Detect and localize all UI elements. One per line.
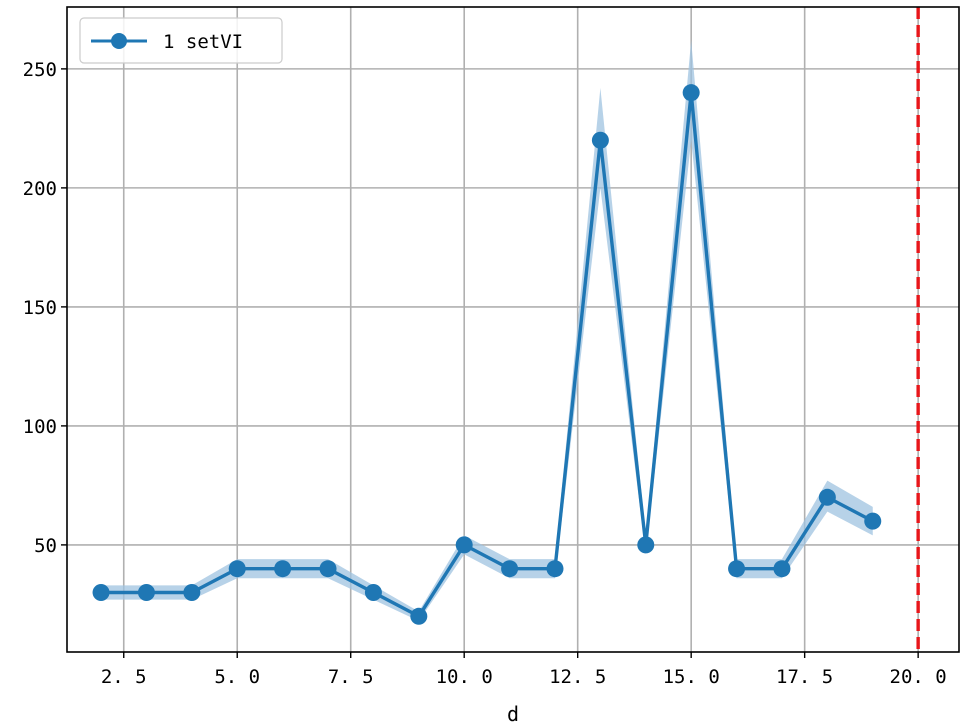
x-tick-label: 2. 5 <box>101 666 147 688</box>
x-tick-label: 12. 5 <box>549 666 606 688</box>
y-tick-label: 150 <box>23 297 57 319</box>
data-point <box>92 583 110 601</box>
legend-label: 1 setVI <box>163 31 243 53</box>
data-point <box>501 560 519 578</box>
legend-marker-swatch <box>111 33 127 49</box>
data-point <box>410 607 428 625</box>
legend-box <box>79 17 283 64</box>
y-tick-label: 200 <box>23 178 57 200</box>
data-point <box>637 536 655 554</box>
confidence-band <box>101 40 873 622</box>
x-tick-label: 5. 0 <box>214 666 260 688</box>
series-layer <box>92 84 882 625</box>
y-tick-label: 100 <box>23 416 57 438</box>
x-tick-label: 17. 5 <box>776 666 833 688</box>
x-tick-label: 15. 0 <box>663 666 720 688</box>
data-point <box>864 512 882 530</box>
x-axis-label: d <box>507 702 519 725</box>
data-point <box>137 583 155 601</box>
band-layer <box>101 40 873 622</box>
y-tick-label: 50 <box>34 535 57 557</box>
x-tick-label: 20. 0 <box>890 666 947 688</box>
data-point <box>274 560 292 578</box>
data-point <box>818 488 836 506</box>
plot-frame <box>66 6 960 653</box>
data-point <box>728 560 746 578</box>
data-point <box>364 583 382 601</box>
x-tick-label: 10. 0 <box>436 666 493 688</box>
data-point <box>546 560 564 578</box>
data-point <box>682 84 700 102</box>
y-tick-label: 250 <box>23 59 57 81</box>
legend: 1 setVI <box>79 17 283 64</box>
grid <box>67 7 959 652</box>
x-tick-label: 7. 5 <box>328 666 374 688</box>
data-point <box>591 131 609 149</box>
data-point <box>319 560 337 578</box>
data-point <box>228 560 246 578</box>
series-line <box>101 90 874 618</box>
data-point <box>455 536 473 554</box>
y-axis: 50 100 150 200 250 <box>23 59 67 557</box>
data-point <box>773 560 791 578</box>
x-axis: 2. 5 5. 0 7. 5 10. 0 12. 5 15. 0 17. 5 20. 0 <box>101 652 947 688</box>
data-point <box>183 583 201 601</box>
